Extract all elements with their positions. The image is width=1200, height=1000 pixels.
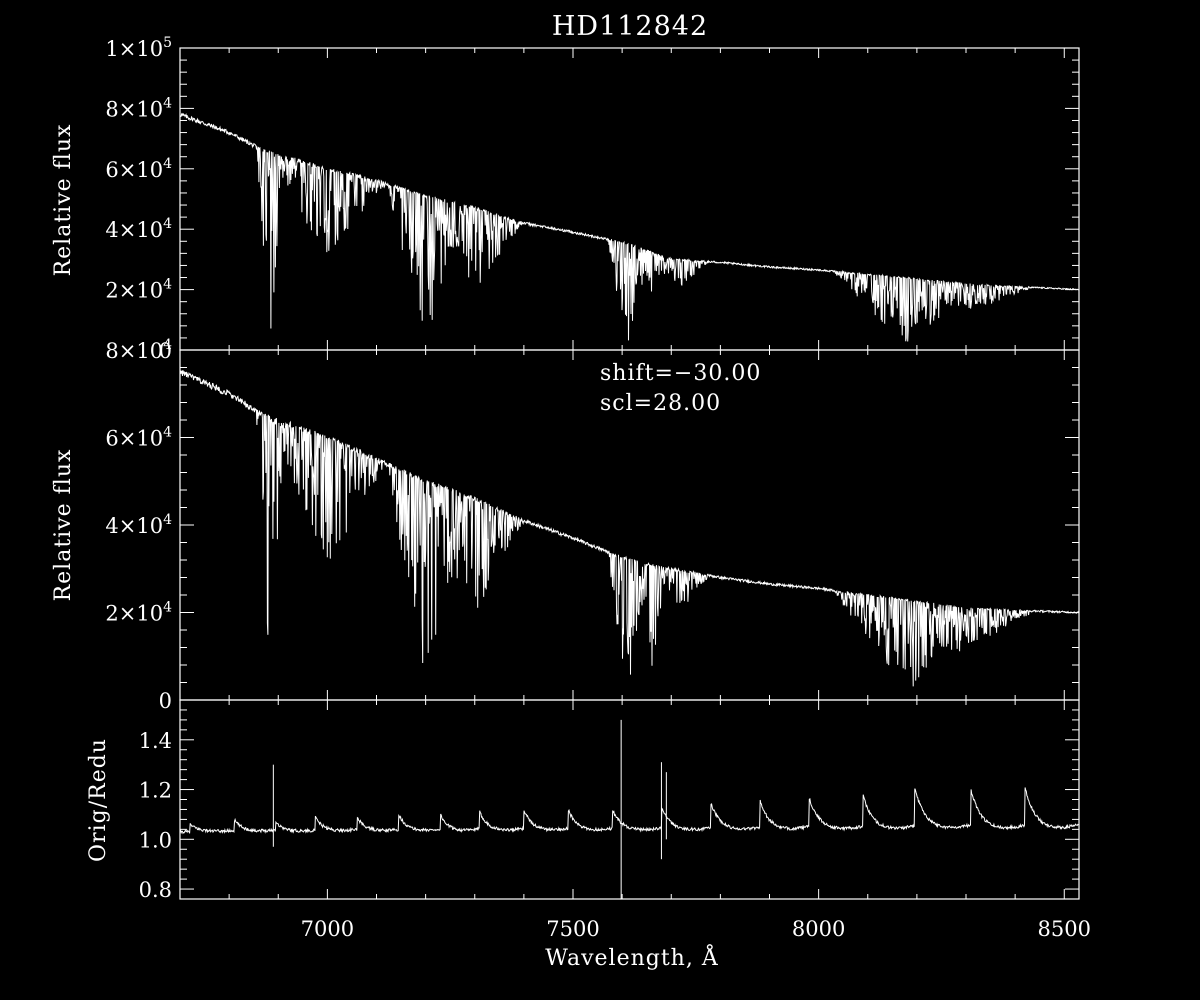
x-tick-label-1: 7500 — [546, 917, 599, 941]
xlabel: Wavelength, Å — [545, 943, 719, 971]
ylabel-middle: Relative flux — [51, 449, 76, 602]
ticks-bottom: 0.8 1.0 1.2 1.4 7000 7500 8000 8500 — [139, 699, 1091, 941]
ylabel-bottom: Orig/Redu — [86, 738, 111, 862]
panel-bottom-frame — [179, 699, 1080, 900]
x-tick-label-2: 8000 — [792, 917, 845, 941]
ratio-line — [179, 787, 1080, 835]
shift-annotation: shift=−30.00 — [600, 361, 761, 386]
panel-top-flux: 0 2×104 4×104 6×104 8×104 1×105 Relative flux — [51, 35, 1080, 363]
ticks-middle: 0 2×104 4×104 6×104 8×104 — [105, 337, 1079, 713]
y-tick-label-top-5: 1×105 — [105, 35, 172, 61]
y-tick-label-bot-0: 0.8 — [139, 878, 172, 902]
panel-bottom-ratio: 0.8 1.0 1.2 1.4 7000 7500 8000 8500 Orig/Redu W… — [86, 699, 1091, 971]
y-tick-label-mid-2: 4×104 — [105, 512, 172, 538]
y-tick-label-mid-0: 0 — [159, 689, 172, 713]
x-tick-label-3: 8500 — [1038, 917, 1091, 941]
panel-middle-flux: 0 2×104 4×104 6×104 8×104 Relative flux shif… — [51, 337, 1080, 713]
chart-title: HD112842 — [552, 11, 708, 42]
scl-annotation: scl=28.00 — [600, 391, 721, 416]
y-tick-label-top-1: 2×104 — [105, 277, 172, 303]
y-tick-label-bot-3: 1.4 — [139, 729, 172, 753]
y-tick-label-top-2: 4×104 — [105, 216, 172, 242]
y-tick-label-bot-1: 1.0 — [139, 828, 172, 852]
ticks-top: 0 2×104 4×104 6×104 8×104 1×105 — [105, 35, 1079, 363]
spectrum-line-top — [179, 112, 1080, 342]
y-tick-label-bot-2: 1.2 — [139, 779, 172, 803]
x-tick-label-0: 7000 — [301, 917, 354, 941]
spectrum-line-middle — [179, 369, 1080, 687]
y-tick-label-top-3: 6×104 — [105, 156, 172, 182]
y-tick-label-mid-4: 8×104 — [105, 337, 172, 363]
y-tick-label-top-4: 8×104 — [105, 95, 172, 121]
y-tick-label-mid-1: 2×104 — [105, 600, 172, 626]
ylabel-top: Relative flux — [51, 124, 76, 277]
ratio-spikes — [272, 719, 667, 899]
y-tick-label-mid-3: 6×104 — [105, 425, 172, 451]
y-tick-label-top-0: 0 — [159, 339, 172, 363]
